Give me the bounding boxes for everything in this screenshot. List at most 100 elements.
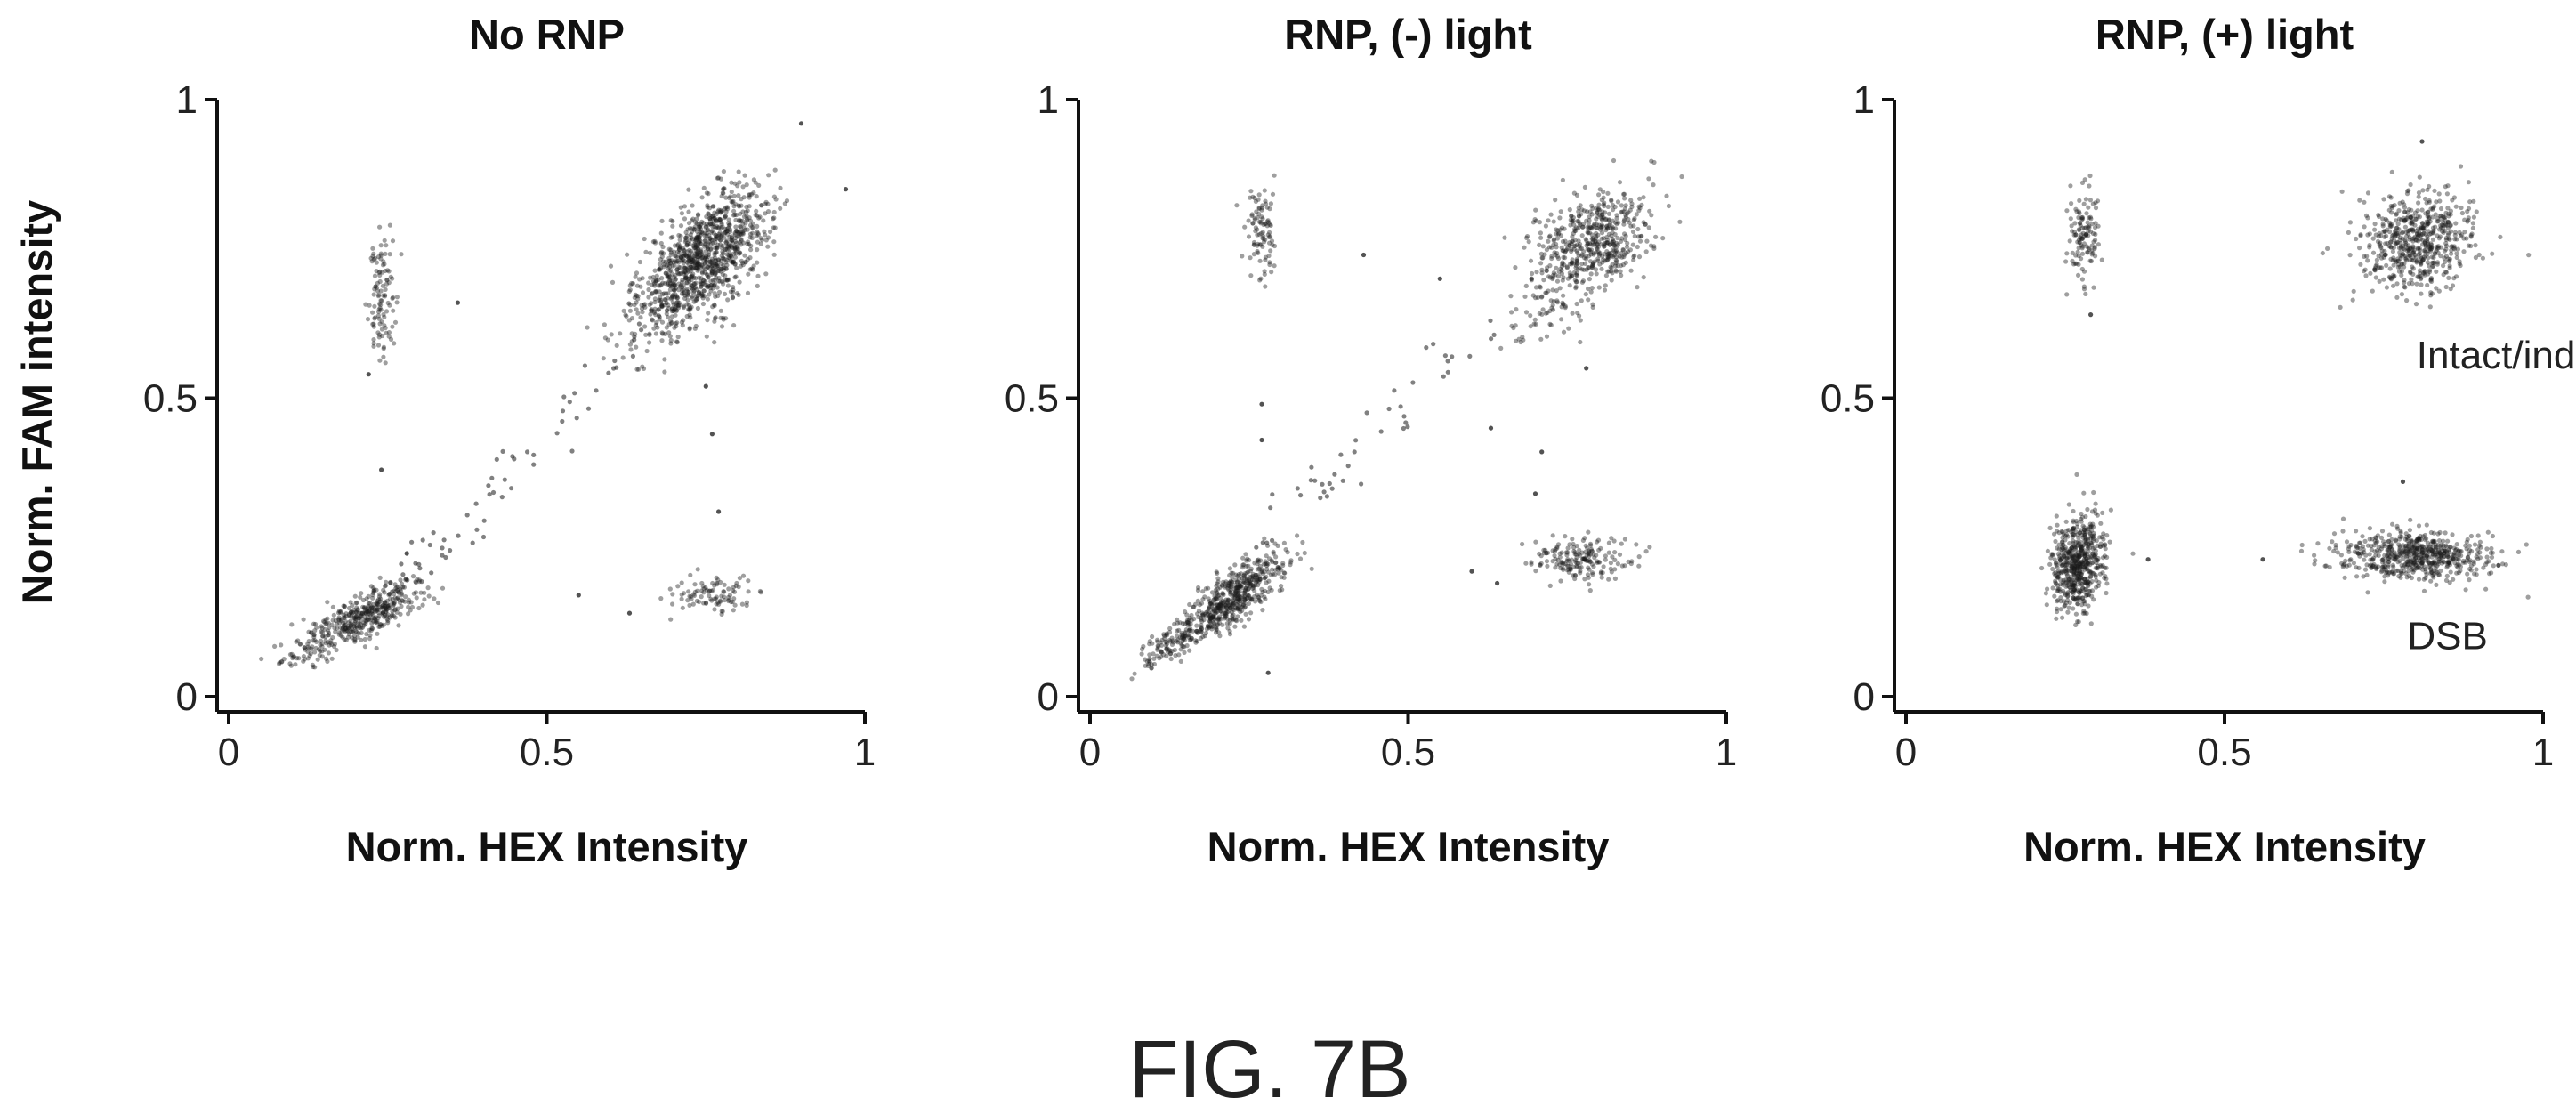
x-tick-label: 0 — [218, 731, 239, 774]
data-point — [1523, 561, 1529, 566]
data-point — [715, 293, 721, 299]
data-point — [1253, 572, 1258, 578]
data-point — [716, 257, 722, 262]
data-point — [1398, 404, 1403, 409]
data-point — [2104, 590, 2109, 596]
data-point — [717, 216, 723, 222]
data-point — [406, 600, 411, 605]
data-point — [671, 260, 676, 265]
data-point — [1352, 449, 1357, 455]
data-point — [1571, 246, 1577, 252]
data-point — [1526, 239, 1531, 245]
data-point — [352, 593, 358, 599]
data-point — [738, 231, 743, 237]
data-point — [1544, 334, 1550, 339]
data-point — [1268, 234, 1273, 239]
data-point — [456, 533, 461, 538]
data-point — [2087, 198, 2093, 203]
data-point — [2447, 263, 2452, 269]
data-point — [2415, 214, 2420, 219]
data-point — [375, 343, 382, 348]
data-point — [2092, 246, 2097, 252]
data-point — [2435, 260, 2441, 265]
data-point — [1262, 536, 1267, 541]
data-point — [707, 262, 713, 268]
data-point — [750, 230, 755, 236]
data-point — [1530, 270, 1535, 277]
data-point — [731, 204, 737, 209]
data-point — [2410, 250, 2415, 255]
data-point — [696, 222, 701, 227]
data-point — [388, 580, 393, 585]
data-point — [699, 284, 704, 289]
data-point — [2067, 238, 2072, 244]
data-point — [561, 394, 567, 400]
data-point — [1613, 268, 1619, 273]
data-point — [1598, 569, 1604, 575]
data-point — [1587, 277, 1592, 282]
data-point — [1561, 329, 1567, 335]
data-point — [2080, 523, 2086, 529]
data-point — [680, 285, 685, 290]
data-point — [1538, 285, 1543, 290]
data-point — [668, 252, 674, 257]
data-point — [782, 201, 787, 206]
data-point — [629, 280, 634, 287]
data-point — [366, 372, 371, 377]
data-point — [594, 388, 599, 393]
data-point — [713, 235, 719, 240]
data-point — [686, 265, 691, 270]
data-point — [1607, 242, 1612, 247]
data-point — [398, 577, 403, 583]
data-point — [2445, 206, 2451, 211]
data-point — [746, 589, 751, 594]
data-point — [383, 326, 388, 331]
data-point — [699, 270, 706, 276]
data-point — [726, 253, 731, 258]
data-point — [624, 313, 629, 319]
data-point — [706, 254, 711, 260]
data-point — [701, 258, 707, 263]
data-point — [1619, 272, 1624, 278]
data-point — [698, 248, 703, 254]
data-point — [670, 271, 675, 277]
data-point — [674, 308, 680, 313]
data-point — [722, 214, 728, 221]
data-point — [699, 276, 704, 281]
data-point — [758, 241, 763, 246]
data-point — [390, 238, 396, 244]
data-point — [455, 300, 460, 305]
data-point — [2361, 269, 2367, 274]
data-point — [693, 280, 699, 286]
data-point — [658, 295, 663, 300]
data-point — [731, 259, 737, 264]
data-point — [732, 275, 738, 280]
data-point — [2445, 183, 2451, 189]
data-point — [747, 192, 753, 198]
data-point — [678, 223, 684, 229]
data-point — [716, 257, 722, 262]
data-point — [1216, 593, 1222, 598]
data-point — [2080, 244, 2086, 249]
data-point — [670, 234, 675, 239]
data-point — [2451, 195, 2457, 200]
data-point — [682, 269, 688, 275]
data-point — [2079, 225, 2085, 230]
data-point — [1234, 618, 1240, 624]
data-point — [755, 223, 760, 229]
data-point — [383, 293, 388, 298]
data-point — [2357, 246, 2362, 251]
data-point — [2499, 549, 2505, 554]
data-point — [1263, 284, 1268, 289]
data-point — [699, 281, 705, 287]
data-point — [706, 211, 711, 216]
data-point — [737, 217, 742, 222]
data-point — [674, 294, 680, 299]
data-point — [448, 548, 453, 553]
data-point — [1243, 611, 1248, 617]
data-point — [714, 258, 719, 263]
data-point — [2484, 554, 2490, 560]
data-point — [684, 249, 690, 254]
data-point — [1586, 565, 1591, 570]
data-point — [731, 589, 738, 594]
